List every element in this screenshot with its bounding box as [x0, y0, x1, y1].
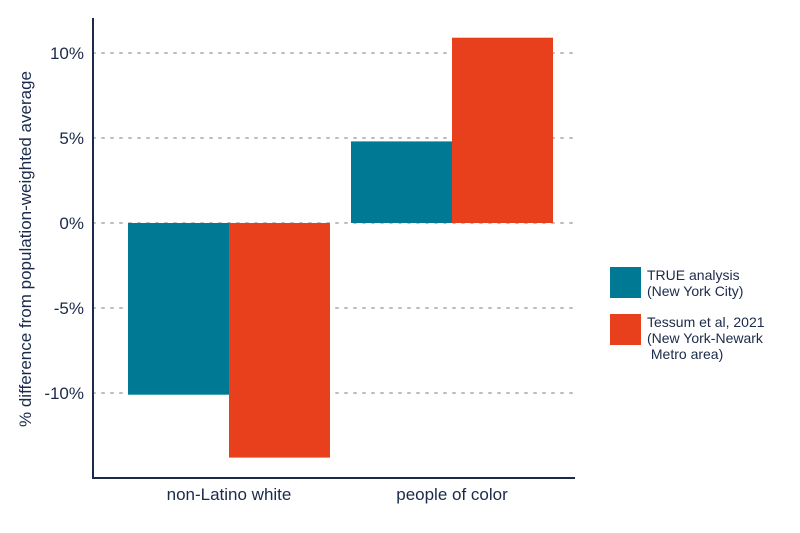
legend-swatch-series-2 — [610, 314, 641, 345]
legend-item-true-analysis: TRUE analysis (New York City) — [610, 267, 795, 299]
y-tick-labels: 10% 5% 0% -5% -10% — [44, 44, 84, 403]
bar-1-people-of-color — [351, 141, 452, 223]
legend-label-line: (New York City) — [647, 283, 744, 299]
legend: TRUE analysis (New York City) Tessum et … — [610, 267, 795, 377]
x-category-label: non-Latino white — [167, 485, 292, 504]
x-category-labels: non-Latino white people of color — [167, 485, 508, 504]
bars — [128, 37, 553, 458]
legend-label-line: (New York-Newark — [647, 330, 763, 346]
bar-1-non-latino-white — [128, 223, 229, 395]
legend-label-line: Metro area) — [647, 346, 724, 362]
legend-item-tessum: Tessum et al, 2021 (New York-Newark Metr… — [610, 314, 795, 362]
legend-label-line: Tessum et al, 2021 — [647, 314, 765, 330]
y-tick-label: 5% — [59, 129, 84, 148]
y-tick-label: -5% — [54, 299, 84, 318]
legend-label-line: TRUE analysis — [647, 267, 740, 283]
x-category-label: people of color — [396, 485, 508, 504]
legend-swatch-series-1 — [610, 267, 641, 298]
y-tick-label: 0% — [59, 214, 84, 233]
axes — [92, 18, 575, 479]
legend-label: Tessum et al, 2021 (New York-Newark Metr… — [647, 314, 765, 362]
y-tick-label: -10% — [44, 384, 84, 403]
legend-label: TRUE analysis (New York City) — [647, 267, 743, 299]
y-tick-label: 10% — [50, 44, 84, 63]
bar-2-non-latino-white — [229, 223, 330, 458]
y-axis-label: % difference from population-weighted av… — [16, 71, 35, 427]
bar-2-people-of-color — [452, 37, 553, 224]
